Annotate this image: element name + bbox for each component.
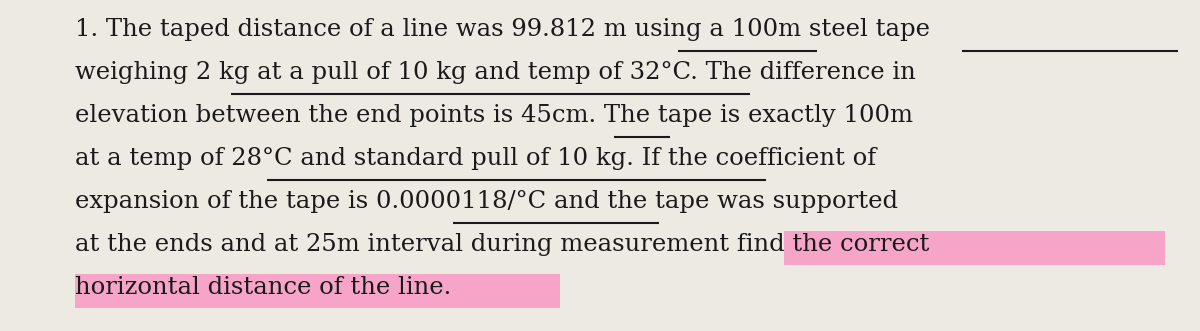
- Bar: [76, 274, 560, 308]
- Text: expansion of the tape is 0.0000118/°C and the tape was supported: expansion of the tape is 0.0000118/°C an…: [74, 190, 898, 213]
- Text: at the ends and at 25m interval during measurement find the correct: at the ends and at 25m interval during m…: [74, 233, 929, 256]
- Text: elevation between the end points is 45cm. The tape is exactly 100m: elevation between the end points is 45cm…: [74, 104, 913, 127]
- Bar: [784, 231, 1165, 265]
- Text: weighing 2 kg at a pull of 10 kg and temp of 32°C. The difference in: weighing 2 kg at a pull of 10 kg and tem…: [74, 61, 916, 84]
- Text: at a temp of 28°C and standard pull of 10 kg. If the coefficient of: at a temp of 28°C and standard pull of 1…: [74, 147, 876, 170]
- Text: 1. The taped distance of a line was 99.812 m using a 100m steel tape: 1. The taped distance of a line was 99.8…: [74, 18, 930, 41]
- Text: horizontal distance of the line.: horizontal distance of the line.: [74, 276, 451, 299]
